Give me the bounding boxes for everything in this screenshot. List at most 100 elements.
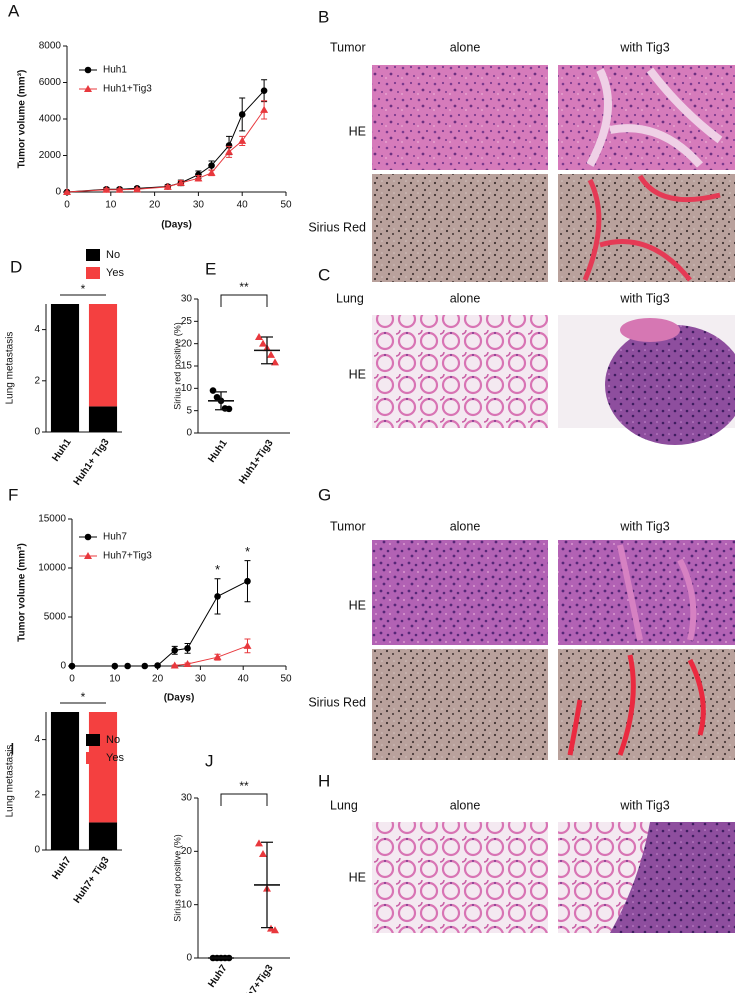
y-tick-label: 0 [60, 661, 66, 672]
bar-segment [88, 822, 118, 850]
column-label: alone [450, 798, 481, 812]
x-tick-label: Huh1+ Tig3 [72, 437, 112, 488]
significance-bracket [220, 294, 268, 307]
significance: * [81, 282, 86, 296]
legend-label: No [106, 249, 120, 261]
y-tick-label: 30 [181, 793, 193, 804]
bar-segment [88, 406, 118, 432]
marker [207, 168, 216, 176]
column-label: alone [450, 519, 481, 533]
marker [271, 926, 279, 934]
row-header: Tumor [330, 40, 366, 54]
panel-letter: G [318, 485, 331, 504]
legend-label: No [106, 734, 120, 746]
significance-bracket [220, 793, 268, 806]
marker [243, 641, 252, 649]
marker [214, 593, 221, 600]
significance: * [81, 690, 86, 704]
marker [209, 387, 217, 394]
x-tick-label: Huh1+Tig3 [237, 438, 276, 487]
bar-segment [50, 304, 80, 432]
y-tick-label: 2 [34, 375, 40, 386]
y-tick-label: 0 [55, 187, 61, 198]
marker [63, 188, 71, 195]
micrograph [558, 174, 735, 282]
marker [183, 660, 192, 668]
marker [225, 142, 233, 149]
x-tick-label: 0 [64, 200, 70, 211]
row-label: HE [349, 124, 366, 138]
y-axis-label: Lung metastasis [5, 332, 16, 405]
x-tick-label: Huh1 [50, 437, 74, 464]
marker [225, 147, 234, 155]
x-tick-label: 30 [193, 200, 205, 211]
micrograph [558, 649, 735, 760]
series-line [72, 580, 248, 667]
y-axis-label: Sirius red positive (%) [172, 322, 182, 410]
y-tick-label: 10 [181, 899, 193, 910]
x-tick-label: 40 [238, 674, 250, 685]
sd-bar [261, 336, 273, 365]
panel-letter: I [10, 739, 15, 758]
y-tick-label: 20 [181, 846, 193, 857]
row-header: Lung [330, 798, 358, 812]
sd-bar [261, 841, 273, 929]
legend-label: Huh7+Tig3 [103, 551, 152, 562]
micrograph [372, 822, 548, 933]
y-tick-label: 15 [181, 361, 193, 372]
micrograph [372, 65, 548, 170]
y-tick-label: 0 [34, 427, 40, 438]
marker [238, 111, 246, 118]
collagen [567, 654, 706, 756]
y-tick-label: 4 [34, 734, 40, 745]
bar-segment [88, 712, 118, 823]
marker [171, 647, 179, 654]
marker [260, 87, 268, 95]
marker [208, 162, 215, 169]
x-tick-label: 50 [280, 674, 292, 685]
panel-letter: B [318, 7, 329, 26]
y-tick-label: 2000 [39, 150, 62, 161]
row-header: Tumor [330, 519, 366, 533]
legend-label: Huh1 [103, 65, 127, 76]
marker [115, 185, 124, 193]
y-tick-label: 25 [181, 316, 193, 327]
column-label: with Tig3 [619, 40, 669, 54]
x-tick-label: Huh7+ Tig3 [72, 855, 112, 906]
y-axis-label: Tumor volume (mm³) [17, 543, 28, 642]
x-tick-label: Huh7 [206, 963, 230, 990]
y-tick-label: 10000 [38, 563, 66, 574]
marker [84, 85, 92, 92]
significance: ** [239, 779, 249, 793]
marker [68, 662, 76, 670]
marker [170, 661, 179, 669]
panel-g: G Tumor alone with Tig3 HE Sirius Red [308, 485, 735, 760]
micrograph [372, 315, 548, 428]
y-tick-label: 5000 [44, 612, 67, 623]
panel-letter: C [318, 265, 330, 284]
annotation: * [215, 562, 220, 577]
panel-h: H Lung alone with Tig3 HE [318, 771, 735, 933]
column-label: alone [450, 40, 481, 54]
y-tick-label: 20 [181, 338, 193, 349]
x-tick-label: 0 [69, 674, 75, 685]
y-tick-label: 4000 [39, 114, 62, 125]
x-tick-label: 40 [237, 200, 249, 211]
legend-label: Yes [106, 752, 124, 764]
y-tick-label: 10 [181, 383, 193, 394]
marker [163, 182, 172, 190]
x-tick-label: Huh1 [206, 438, 230, 465]
marker [84, 533, 92, 541]
stroma [586, 67, 723, 168]
marker [255, 839, 263, 847]
marker [213, 653, 222, 661]
marker [267, 350, 275, 358]
y-axis-label: Lung metastasis [5, 745, 16, 818]
marker [225, 405, 233, 413]
x-tick-label: Huh7 [50, 855, 74, 882]
y-tick-label: 2 [34, 789, 40, 800]
panel-letter: J [205, 751, 214, 770]
legend-label: Huh1+Tig3 [103, 84, 152, 95]
panel-letter: A [8, 1, 20, 20]
